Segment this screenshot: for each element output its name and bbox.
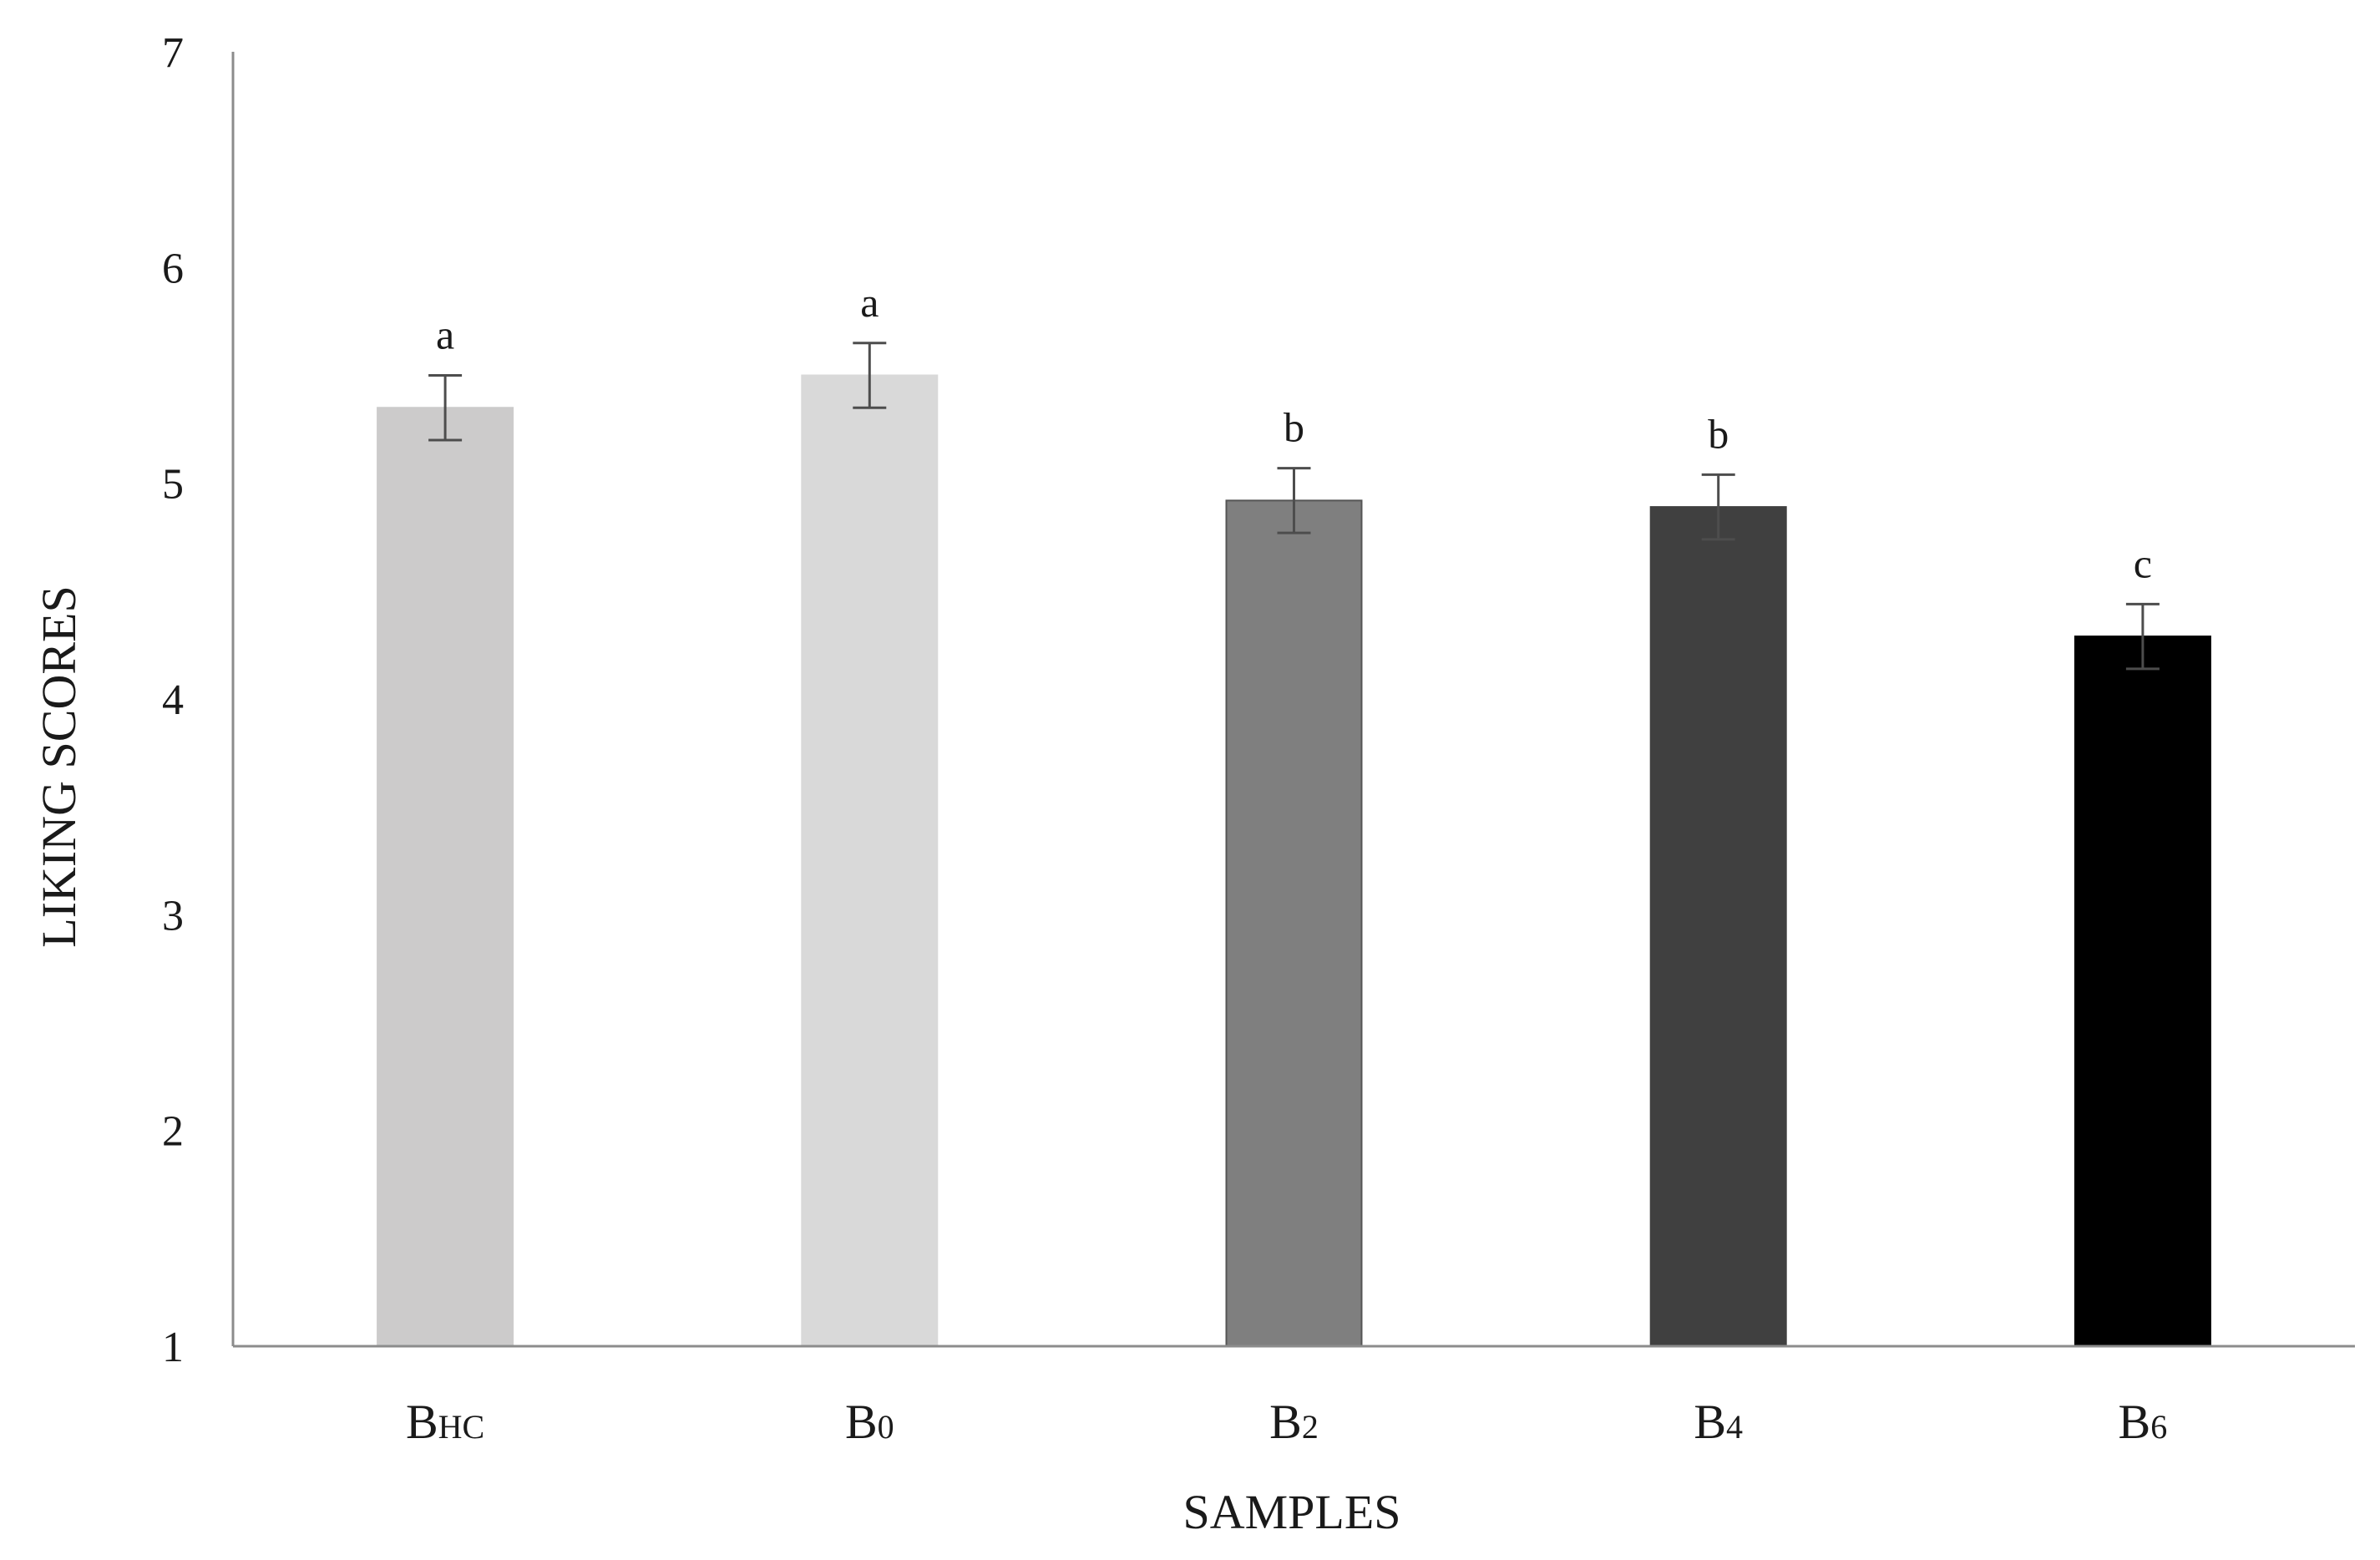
error-bar [428,374,463,442]
error-bar [853,342,887,409]
y-axis-title: LIKING SCORES [32,585,86,947]
bar [801,374,939,1347]
y-tick-label: 6 [162,245,184,292]
error-bar [1277,467,1311,534]
bar [1649,506,1787,1347]
y-tick-label: 2 [162,1108,184,1156]
y-tick-label: 4 [162,676,184,724]
error-bar [1701,473,1735,541]
y-tick-label: 7 [162,29,184,77]
y-tick-labels: 1 2 3 4 5 6 7 [162,29,184,1371]
bar [377,407,514,1347]
x-tick-label: BHC [406,1395,484,1449]
x-tick-label: B4 [1694,1395,1743,1449]
error-bars-layer [428,342,2160,671]
x-tick-labels: BHC B0 B2 B4 B6 [406,1395,2167,1449]
significance-letter: a [860,279,879,326]
y-tick-label: 1 [162,1324,184,1371]
x-axis-title: SAMPLES [1182,1485,1400,1539]
y-tick-label: 3 [162,892,184,940]
axes-layer [231,52,2355,1348]
bar [2074,636,2211,1347]
x-tick-label: B6 [2119,1395,2168,1449]
bar [1225,499,1363,1347]
significance-letter: c [2134,539,2152,586]
x-tick-label: B2 [1269,1395,1319,1449]
significance-letter: a [436,311,454,358]
significance-letter: b [1284,404,1304,451]
x-tick-label: B0 [845,1395,894,1449]
significance-letter: b [1708,410,1729,457]
y-tick-label: 5 [162,461,184,509]
significance-labels: a a b b c [436,279,2152,587]
error-bar [2125,602,2160,671]
